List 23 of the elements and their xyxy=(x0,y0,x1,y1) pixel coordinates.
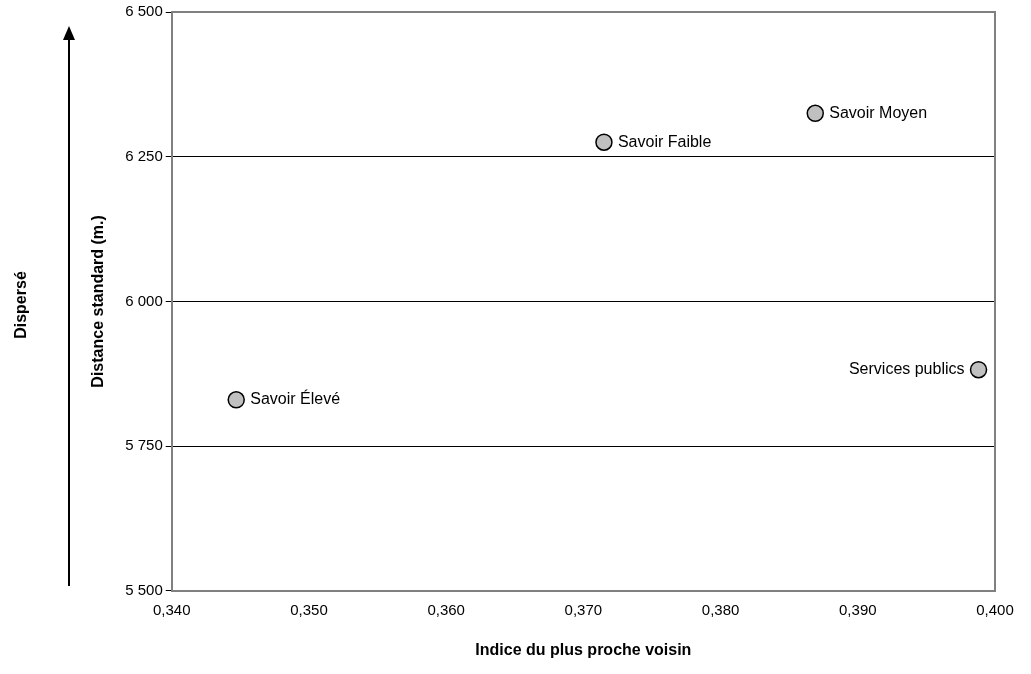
y-axis-title: Distance standard (m.) xyxy=(89,215,107,388)
y-tick-label: 5 500 xyxy=(125,580,163,598)
point xyxy=(227,391,245,409)
annotation: Savoir Élevé xyxy=(250,389,341,408)
point xyxy=(595,133,613,151)
point xyxy=(969,360,988,379)
x-tick-label: 0,340 xyxy=(152,600,191,618)
text: Dispersé xyxy=(12,271,30,339)
x-axis-title: Indice du plus proche voisin xyxy=(475,640,692,658)
y-tick-label: 5 750 xyxy=(125,436,163,454)
x-tick-label: 0,380 xyxy=(701,600,740,618)
annotation: Services publics xyxy=(848,360,965,378)
point xyxy=(806,104,824,123)
x-tick-label: 0,350 xyxy=(290,600,328,618)
x-tick-label: 0,390 xyxy=(839,600,877,618)
y-tick-label: 6 500 xyxy=(125,2,163,20)
x-tick-label: 0,370 xyxy=(564,600,603,618)
annotation: Savoir Moyen xyxy=(829,103,928,121)
y-tick-label: 6 000 xyxy=(125,291,163,309)
annotation: Savoir Faible xyxy=(617,132,712,150)
x-tick-label: 0,400 xyxy=(976,600,1014,618)
y-tick-label: 6 250 xyxy=(125,146,163,164)
x-tick-label: 0,360 xyxy=(427,600,465,618)
